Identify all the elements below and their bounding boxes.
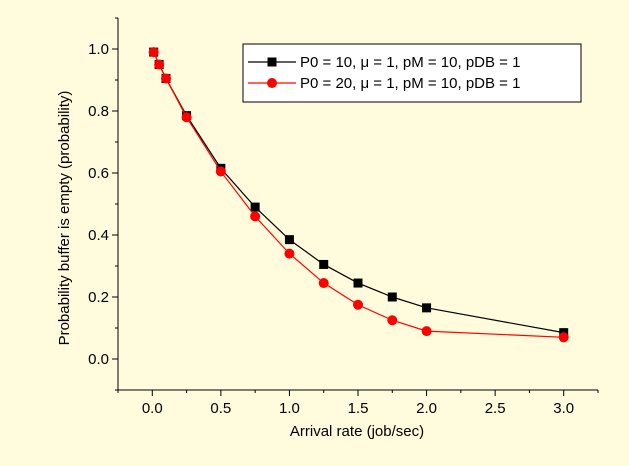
series-1-point [319, 259, 329, 269]
y-tick-label-4: 0.8 [88, 103, 109, 120]
x-tick-label-6: 3.0 [553, 400, 574, 417]
legend-marker-series-2 [267, 78, 277, 88]
legend-marker-series-1 [267, 57, 277, 67]
y-tick-label-3: 0.6 [88, 165, 109, 182]
series-1-point [422, 303, 432, 313]
y-tick-label-0: 0.0 [88, 351, 109, 368]
x-tick-label-4: 2.0 [416, 400, 437, 417]
x-tick-label-2: 1.0 [279, 400, 300, 417]
ticks: 0.0 0.5 1.0 1.5 2.0 2.5 3.0 0.0 0.2 0.4 0.6 0.8 1.0 [88, 17, 599, 417]
series-2-point [318, 278, 329, 289]
series-2-point [154, 59, 165, 70]
legend-label-series-2: P0 = 20, μ = 1, pM = 10, pDB = 1 [300, 75, 520, 92]
series-2-point [215, 166, 226, 177]
legend-box [242, 43, 582, 103]
legend-label-series-1: P0 = 10, μ = 1, pM = 10, pDB = 1 [300, 54, 520, 71]
series-2-point [181, 112, 192, 123]
series-1-point [250, 202, 260, 212]
series-2-point [421, 326, 432, 337]
series-layer [148, 47, 569, 343]
series-1-point [387, 292, 397, 302]
x-tick-label-5: 2.5 [485, 400, 506, 417]
series-2-point [353, 299, 363, 310]
x-tick-label-1: 0.5 [210, 400, 231, 417]
legend: P0 = 10, μ = 1, pM = 10, pDB = 1 P0 = 20… [242, 43, 582, 103]
series-1-point [284, 235, 294, 245]
y-tick-label-2: 0.4 [88, 227, 109, 244]
series-1-point [353, 278, 363, 288]
y-axis-title: Probability buffer is empty (probability… [56, 91, 73, 346]
series-2-point [558, 332, 569, 343]
series-2-point [284, 248, 295, 259]
x-tick-label-3: 1.5 [348, 400, 369, 417]
x-tick-label-0: 0.0 [142, 400, 163, 417]
series-2-point [250, 211, 261, 222]
series-2-point [161, 73, 171, 84]
x-axis-title: Arrival rate (job/sec) [290, 423, 424, 440]
series-2-point [148, 47, 159, 58]
y-tick-label-5: 1.0 [88, 41, 109, 58]
series-2-point [387, 315, 398, 326]
y-tick-label-1: 0.2 [88, 289, 109, 306]
